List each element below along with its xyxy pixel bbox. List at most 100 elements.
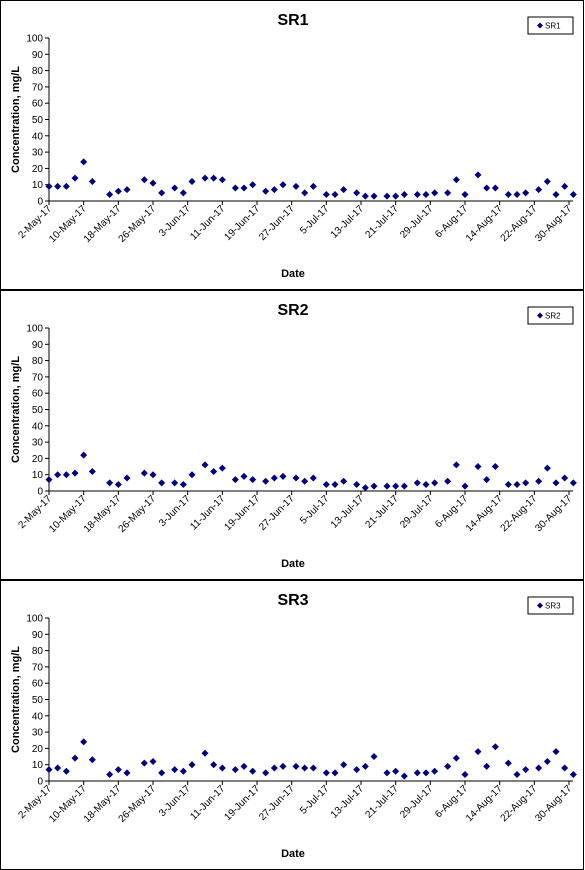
data-point	[71, 174, 79, 182]
data-point	[279, 472, 287, 480]
data-point	[491, 463, 499, 471]
y-tick-label: 0	[37, 777, 43, 788]
data-point	[361, 484, 369, 492]
data-point	[569, 190, 577, 198]
data-point	[483, 184, 491, 192]
data-point	[106, 479, 114, 487]
data-point	[340, 186, 348, 194]
data-point	[62, 471, 70, 479]
data-point	[569, 770, 577, 778]
x-tick-label: 30-Aug-17	[533, 783, 574, 824]
y-tick-label: 90	[32, 630, 44, 641]
data-point	[392, 482, 400, 490]
data-point	[80, 451, 88, 459]
data-point	[240, 184, 248, 192]
data-point	[210, 174, 218, 182]
data-point	[158, 189, 166, 197]
x-tick-label: 19-Jun-17	[223, 493, 263, 533]
data-point	[309, 182, 317, 190]
data-point	[279, 181, 287, 189]
data-point	[262, 187, 270, 195]
data-point	[561, 182, 569, 190]
y-tick-label: 0	[37, 487, 43, 498]
y-axis-label: Concentration, mg/L	[10, 66, 22, 173]
y-tick-label: 10	[32, 760, 44, 771]
data-point	[504, 480, 512, 488]
x-tick-label: 21-Jul-17	[364, 493, 402, 531]
y-tick-label: 50	[32, 115, 44, 126]
data-point	[461, 770, 469, 778]
data-point	[491, 184, 499, 192]
y-tick-label: 70	[32, 82, 44, 93]
x-tick-label: 29-Jul-17	[398, 783, 436, 821]
x-tick-label: 21-Jul-17	[364, 783, 402, 821]
data-point	[114, 480, 122, 488]
data-point	[292, 474, 300, 482]
data-point	[504, 759, 512, 767]
x-tick-label: 30-Aug-17	[533, 493, 574, 534]
chart-panel-sr3: SR3 SR3 0 10 20 30 40 50 60 70 80 90 100 2-May-17 10-M…	[0, 580, 584, 870]
data-point	[552, 748, 560, 756]
data-point	[444, 477, 452, 485]
data-point	[88, 177, 96, 185]
data-point	[431, 189, 439, 197]
y-tick-label: 100	[26, 34, 43, 45]
data-point	[353, 480, 361, 488]
data-point	[522, 189, 530, 197]
x-tick-label: 11-Jun-17	[188, 493, 227, 532]
data-point	[71, 469, 79, 477]
chart-svg: SR2 SR201020304050607080901002-May-1710-M…	[10, 302, 577, 570]
data-point	[422, 480, 430, 488]
data-point	[361, 762, 369, 770]
data-point	[218, 176, 226, 184]
y-axis-label: Concentration, mg/L	[10, 646, 22, 753]
data-point	[400, 190, 408, 198]
data-point	[422, 190, 430, 198]
data-point	[392, 767, 400, 775]
legend-box	[527, 596, 574, 615]
data-point	[231, 476, 239, 484]
data-point	[149, 471, 157, 479]
data-point	[301, 189, 309, 197]
data-point	[123, 474, 131, 482]
data-point	[188, 471, 196, 479]
data-point	[569, 479, 577, 487]
y-tick-label: 80	[32, 66, 44, 77]
data-point	[301, 477, 309, 485]
x-tick-label: 27-Jun-17	[257, 203, 297, 243]
y-tick-label: 40	[32, 421, 44, 432]
data-point	[240, 762, 248, 770]
y-tick-label: 20	[32, 454, 44, 465]
data-point	[201, 749, 209, 757]
data-point	[413, 190, 421, 198]
data-point	[54, 764, 62, 772]
x-tick-label: 3-Jun-17	[157, 203, 193, 239]
data-point	[140, 176, 148, 184]
data-point	[413, 479, 421, 487]
legend-label: SR2	[545, 312, 561, 321]
data-point	[45, 182, 53, 190]
y-tick-label: 70	[32, 372, 44, 383]
x-tick-label: 26-May-17	[117, 783, 159, 825]
data-point	[149, 179, 157, 187]
y-tick-label: 10	[32, 180, 44, 191]
data-point	[400, 482, 408, 490]
data-point	[504, 190, 512, 198]
data-point	[322, 480, 330, 488]
data-point	[179, 767, 187, 775]
data-point	[171, 479, 179, 487]
data-point	[322, 190, 330, 198]
x-tick-label: 26-May-17	[117, 493, 159, 535]
data-point	[535, 186, 543, 194]
data-point	[474, 171, 482, 179]
data-point	[543, 757, 551, 765]
data-point	[88, 467, 96, 475]
y-tick-label: 30	[32, 438, 44, 449]
chart-svg: SR1 SR101020304050607080901002-May-1710-M…	[10, 12, 577, 280]
data-point	[279, 762, 287, 770]
x-tick-label: 13-Jul-17	[329, 203, 367, 241]
data-point	[452, 754, 460, 762]
data-point	[262, 769, 270, 777]
data-point	[270, 474, 278, 482]
x-axis-label: Date	[281, 848, 305, 860]
